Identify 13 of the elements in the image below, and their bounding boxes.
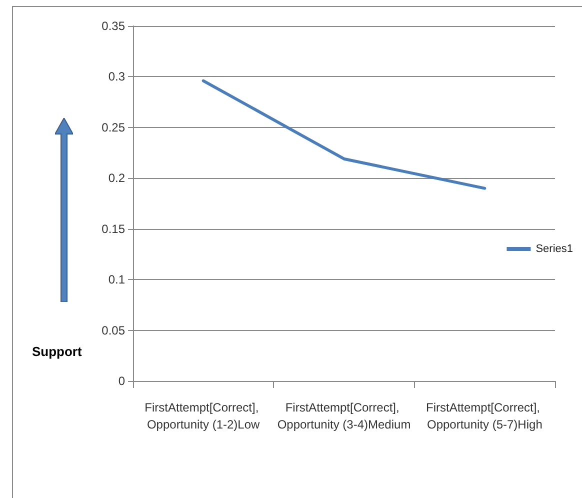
y-tick-label: 0.05 xyxy=(102,323,126,338)
legend-label: Series1 xyxy=(536,243,573,255)
x-tick-label: FirstAttempt[Correct], Opportunity (1-2)Low xyxy=(144,400,262,432)
x-tick-label: FirstAttempt[Correct], Opportunity (3-4)Medium xyxy=(277,400,411,432)
y-tick-label: 0.1 xyxy=(108,272,126,287)
y-tick-label: 0.25 xyxy=(102,120,126,134)
y-tick-label: 0 xyxy=(118,374,126,388)
y-tick-label: 0.3 xyxy=(108,70,126,84)
y-tick-label: 0.15 xyxy=(102,222,126,236)
y-axis-title: Support xyxy=(32,344,82,359)
y-tick-label: 0.35 xyxy=(102,19,126,33)
y-tick-label: 0.2 xyxy=(108,171,126,186)
x-tick-label: FirstAttempt[Correct], Opportunity (5-7)High xyxy=(426,400,544,432)
